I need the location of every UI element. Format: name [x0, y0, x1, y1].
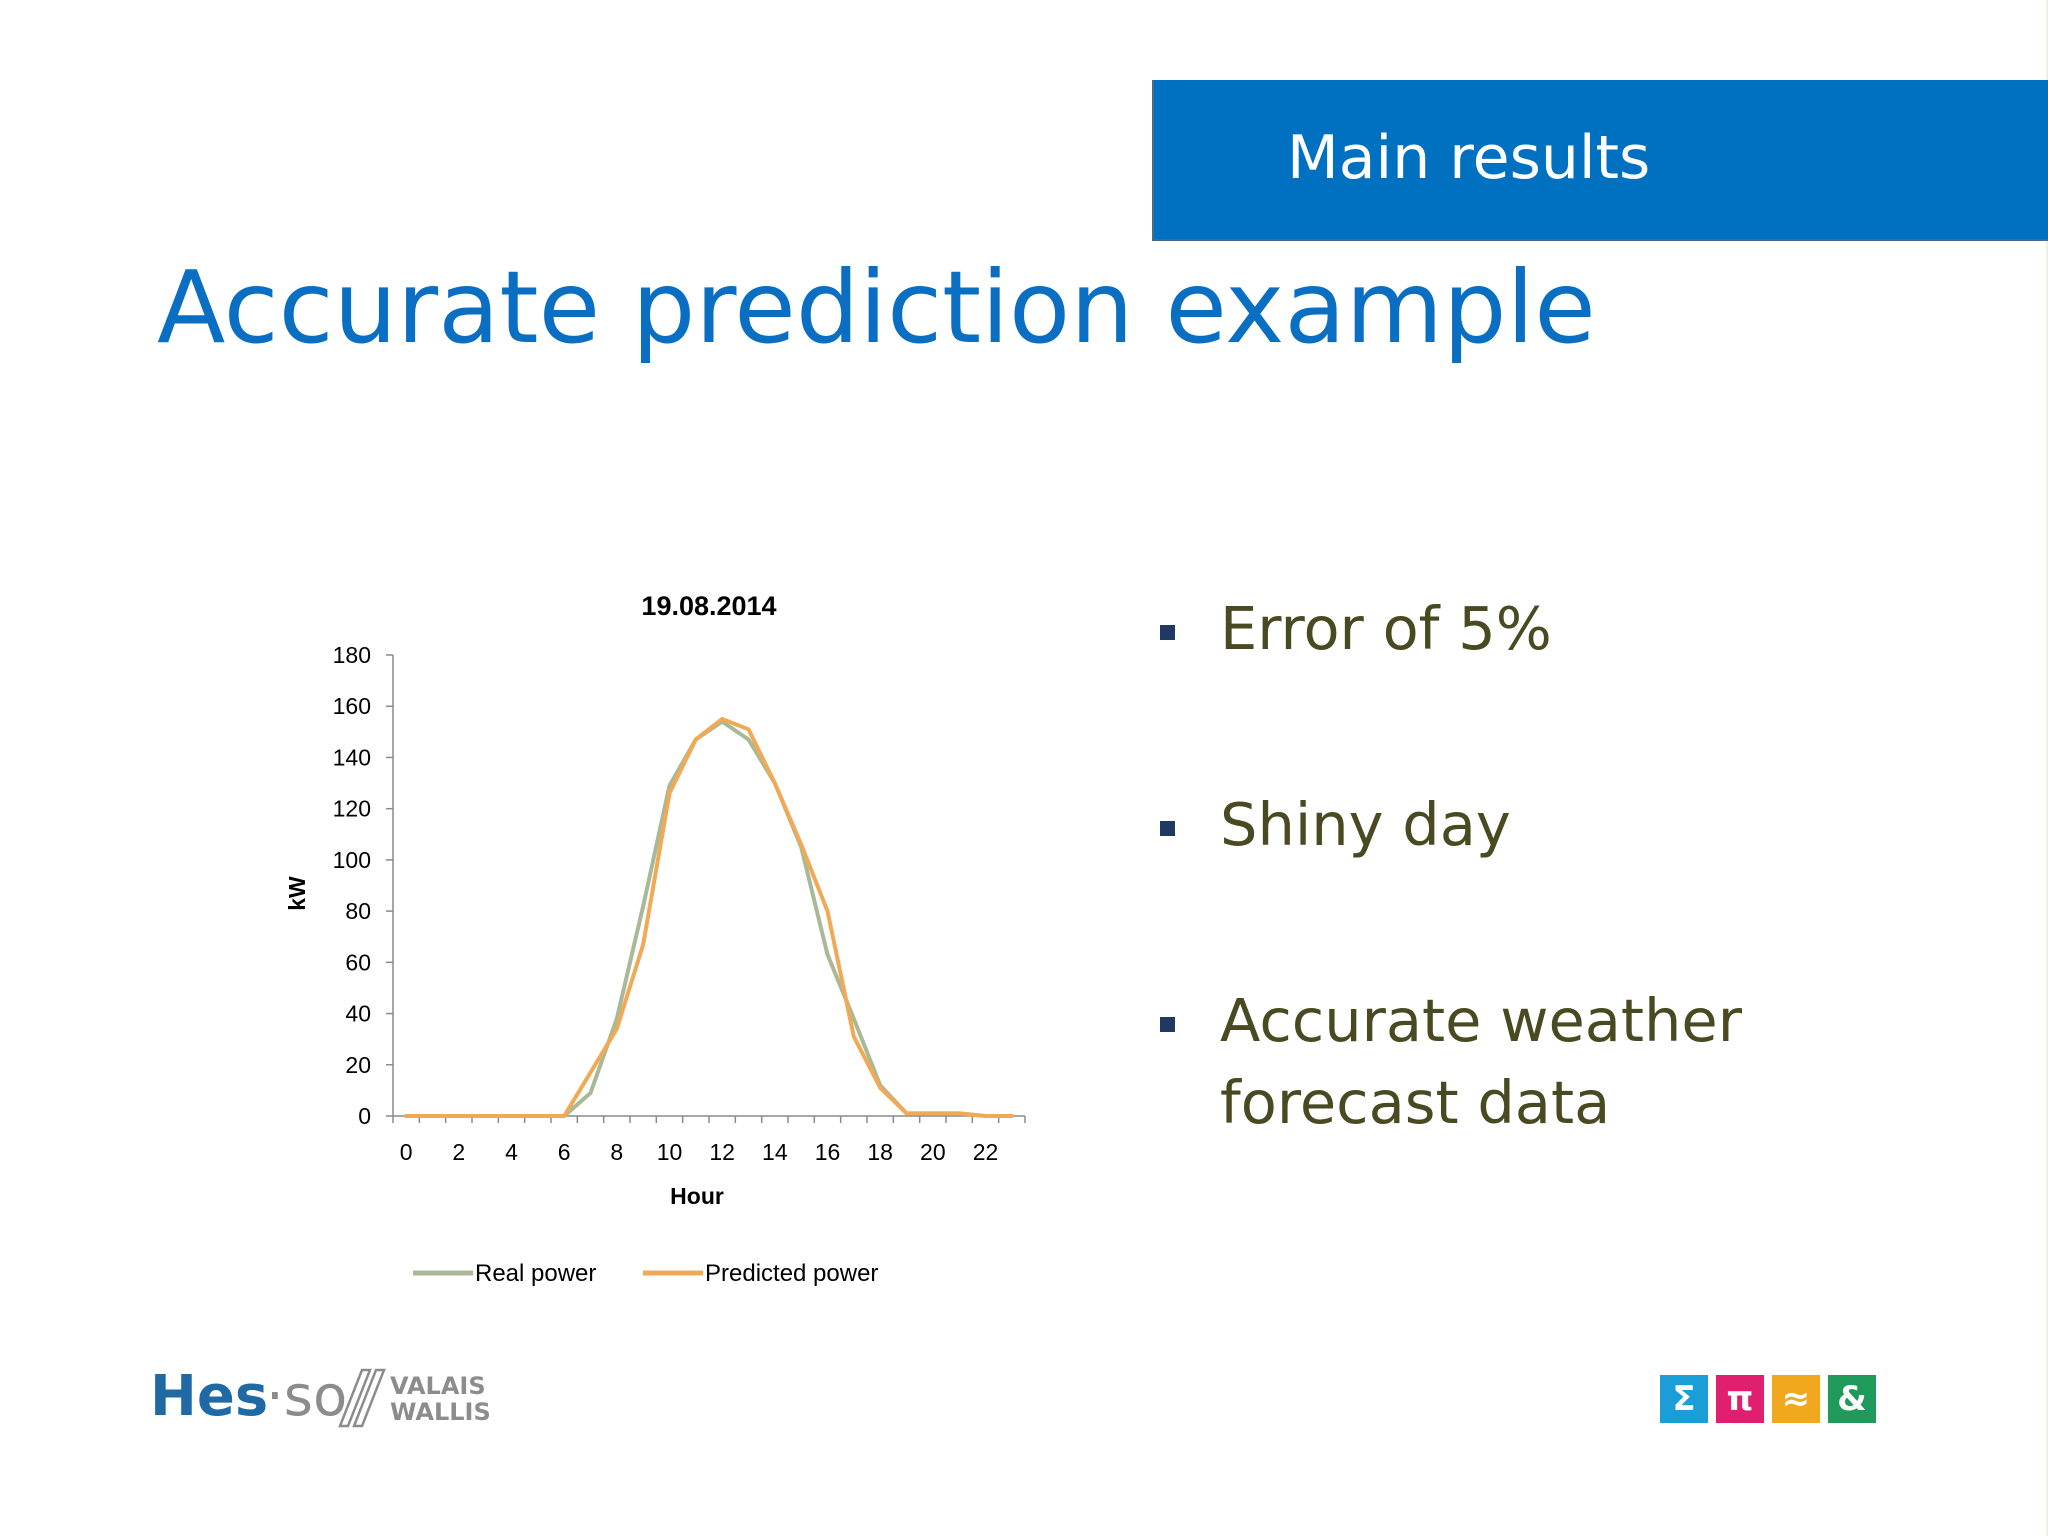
x-tick-label: 14	[762, 1139, 788, 1165]
approx-icon: ≈	[1772, 1375, 1820, 1423]
x-tick-label: 22	[973, 1139, 999, 1165]
bullet-item-weather: Accurate weather forecast data	[1160, 980, 2020, 1144]
series-line-predicted-power	[404, 717, 1014, 1118]
legend-label: Real power	[475, 1260, 596, 1287]
y-tick-label: 120	[333, 796, 371, 822]
section-title: Main results	[1287, 123, 1651, 193]
x-tick-label: 2	[452, 1139, 465, 1165]
logo-so-text: ·so	[266, 1364, 348, 1429]
x-tick-label: 10	[657, 1139, 683, 1165]
bullet-text: Shiny day	[1220, 790, 1511, 859]
y-tick-label: 100	[333, 847, 371, 873]
x-tick-label: 6	[558, 1139, 571, 1165]
y-tick-label: 60	[345, 949, 371, 975]
x-tick-label: 8	[610, 1139, 623, 1165]
chart-title: 19.08.2014	[641, 591, 776, 621]
y-tick-label: 20	[345, 1052, 371, 1078]
y-tick-label: 180	[333, 642, 371, 668]
x-tick-label: 4	[505, 1139, 518, 1165]
x-tick-label: 20	[920, 1139, 946, 1165]
bullet-text: Error of 5%	[1220, 594, 1552, 663]
double-slash-icon	[338, 1368, 386, 1428]
x-tick-label: 16	[815, 1139, 841, 1165]
logo-hes-text: Hes	[150, 1364, 269, 1429]
bullet-item-shiny-day: Shiny day	[1160, 784, 2020, 866]
logo-valais-text: VALAIS	[390, 1372, 486, 1400]
y-tick-label: 0	[358, 1103, 371, 1129]
power-chart: 19.08.2014 0 20 40 60 80 100 120 140 160 180 0 2 4 6 8 1…	[270, 575, 1050, 1310]
bullet-list: Error of 5% Shiny day Accurate weather f…	[1160, 588, 2020, 1144]
pi-icon: π	[1716, 1375, 1764, 1423]
bullet-text-line-1: Accurate weather	[1220, 986, 1742, 1055]
logo-wallis-text: WALLIS	[390, 1398, 491, 1426]
bullet-text-line-2: forecast data	[1220, 1068, 1611, 1137]
series-line-real-power	[404, 719, 1014, 1118]
bullet-square-icon	[1160, 821, 1175, 836]
legend-label: Predicted power	[705, 1260, 878, 1287]
bullet-square-icon	[1160, 625, 1175, 640]
section-header-band: Main results	[1152, 80, 2048, 241]
y-tick-label: 140	[333, 744, 371, 770]
y-tick-label: 160	[333, 693, 371, 719]
slide-edge-line	[2046, 0, 2048, 1536]
x-axis-label: Hour	[670, 1183, 724, 1209]
x-tick-label: 12	[709, 1139, 735, 1165]
x-tick-label: 0	[400, 1139, 413, 1165]
y-tick-label: 40	[345, 1001, 371, 1027]
y-tick-label: 80	[345, 898, 371, 924]
bullet-square-icon	[1160, 1017, 1175, 1032]
slide-title: Accurate prediction example	[157, 249, 1596, 366]
bullet-item-error: Error of 5%	[1160, 588, 2020, 670]
y-axis-label: kW	[284, 876, 310, 911]
institute-logo: Σ π ≈ &	[1660, 1375, 1876, 1423]
ampersand-icon: &	[1828, 1375, 1876, 1423]
sigma-icon: Σ	[1660, 1375, 1708, 1423]
x-tick-label: 18	[867, 1139, 893, 1165]
